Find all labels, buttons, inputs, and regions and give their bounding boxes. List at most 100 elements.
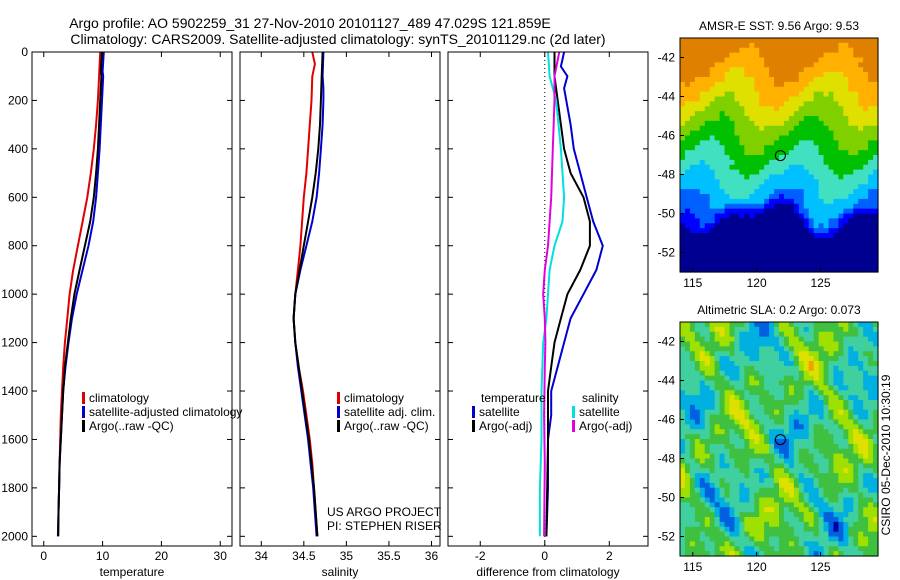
heatmap-cell <box>769 434 775 440</box>
heatmap-cell <box>764 521 770 528</box>
heatmap-cell <box>808 507 815 513</box>
heatmap-cell <box>729 414 736 421</box>
heatmap-cell <box>684 140 691 146</box>
heatmap-cell <box>699 458 706 464</box>
y-tick-label: -52 <box>658 246 676 260</box>
heatmap-cell <box>714 52 721 59</box>
heatmap-cell <box>759 429 765 435</box>
heatmap-cell <box>774 184 780 190</box>
heatmap-cell <box>754 164 760 171</box>
heatmap-cell <box>779 62 785 68</box>
heatmap-cell <box>873 72 879 78</box>
heatmap-cell <box>848 189 854 195</box>
heatmap-cell <box>744 189 750 195</box>
heatmap-cell <box>858 487 864 494</box>
heatmap-cell <box>724 130 731 137</box>
heatmap-cell <box>798 179 805 185</box>
heatmap-cell <box>769 101 775 107</box>
heatmap-cell <box>689 331 696 338</box>
heatmap-cell <box>868 380 874 386</box>
heatmap-cell <box>783 478 790 484</box>
heatmap-cell <box>823 404 830 411</box>
heatmap-cell <box>680 482 686 489</box>
heatmap-cell <box>783 81 790 88</box>
heatmap-cell <box>833 228 839 234</box>
heatmap-cell <box>853 424 859 430</box>
argo-position-marker <box>774 434 786 446</box>
heatmap-cell <box>788 233 795 239</box>
heatmap-cell <box>689 473 696 479</box>
heatmap-cell <box>823 365 830 372</box>
heatmap-cell <box>704 439 711 445</box>
heatmap-cell <box>808 194 815 200</box>
heatmap-cell <box>858 242 864 249</box>
heatmap-cell <box>779 458 785 464</box>
heatmap-cell <box>739 546 745 552</box>
heatmap-cell <box>764 101 770 107</box>
y-tick-label: 1200 <box>1 336 28 350</box>
heatmap-cell <box>818 429 825 435</box>
heatmap-cell <box>749 52 755 59</box>
heatmap-cell <box>843 419 849 425</box>
heatmap-cell <box>719 125 726 132</box>
heatmap-cell <box>843 120 849 127</box>
heatmap-cell <box>719 336 726 343</box>
heatmap-cell <box>719 439 726 445</box>
heatmap-cell <box>798 424 805 430</box>
heatmap-cell <box>873 189 879 195</box>
heatmap-cell <box>783 326 790 333</box>
heatmap-cell <box>734 174 740 180</box>
heatmap-cell <box>764 57 770 63</box>
heatmap-cell <box>823 228 830 234</box>
heatmap-cell <box>739 521 745 528</box>
heatmap-cell <box>729 72 736 78</box>
heatmap-cell <box>853 140 859 146</box>
heatmap-cell <box>734 155 740 161</box>
heatmap-cell <box>788 424 795 430</box>
heatmap-cell <box>694 67 701 73</box>
heatmap-cell <box>863 223 869 229</box>
heatmap-cell <box>833 116 839 122</box>
heatmap-cell <box>868 218 874 224</box>
heatmap-cell <box>704 237 711 244</box>
heatmap-cell <box>843 341 849 347</box>
heatmap-cell <box>788 42 795 49</box>
heatmap-cell <box>694 169 701 176</box>
heatmap-cell <box>754 62 760 68</box>
heatmap-cell <box>793 62 800 68</box>
heatmap-cell <box>749 159 755 166</box>
heatmap-cell <box>843 86 849 93</box>
heatmap-cell <box>798 414 805 421</box>
heatmap-cell <box>719 463 726 469</box>
heatmap-cell <box>739 448 745 455</box>
heatmap-cell <box>833 492 839 499</box>
legend-swatch <box>82 392 85 404</box>
heatmap-cell <box>783 497 790 503</box>
heatmap-cell <box>739 551 745 557</box>
heatmap-cell <box>868 72 874 78</box>
heatmap-cell <box>724 242 731 249</box>
heatmap-cell <box>813 67 820 73</box>
heatmap-cell <box>828 370 835 377</box>
heatmap-cell <box>858 47 864 54</box>
heatmap-cell <box>680 242 686 249</box>
heatmap-cell <box>873 208 879 215</box>
heatmap-cell <box>729 208 736 215</box>
heatmap-cell <box>739 57 745 63</box>
heatmap-cell <box>868 375 874 382</box>
heatmap-cell <box>828 106 835 112</box>
heatmap-cell <box>749 512 755 518</box>
heatmap-cell <box>734 531 740 538</box>
heatmap-cell <box>798 125 805 132</box>
heatmap-cell <box>783 228 790 234</box>
heatmap-cell <box>818 395 825 401</box>
heatmap-cell <box>709 380 716 386</box>
heatmap-cell <box>843 375 849 382</box>
heatmap-cell <box>863 174 869 180</box>
heatmap-cell <box>684 390 691 396</box>
heatmap-cell <box>709 536 716 542</box>
heatmap-cell <box>739 473 745 479</box>
heatmap-cell <box>734 62 740 68</box>
heatmap-cell <box>709 331 716 338</box>
heatmap-cell <box>754 91 760 98</box>
